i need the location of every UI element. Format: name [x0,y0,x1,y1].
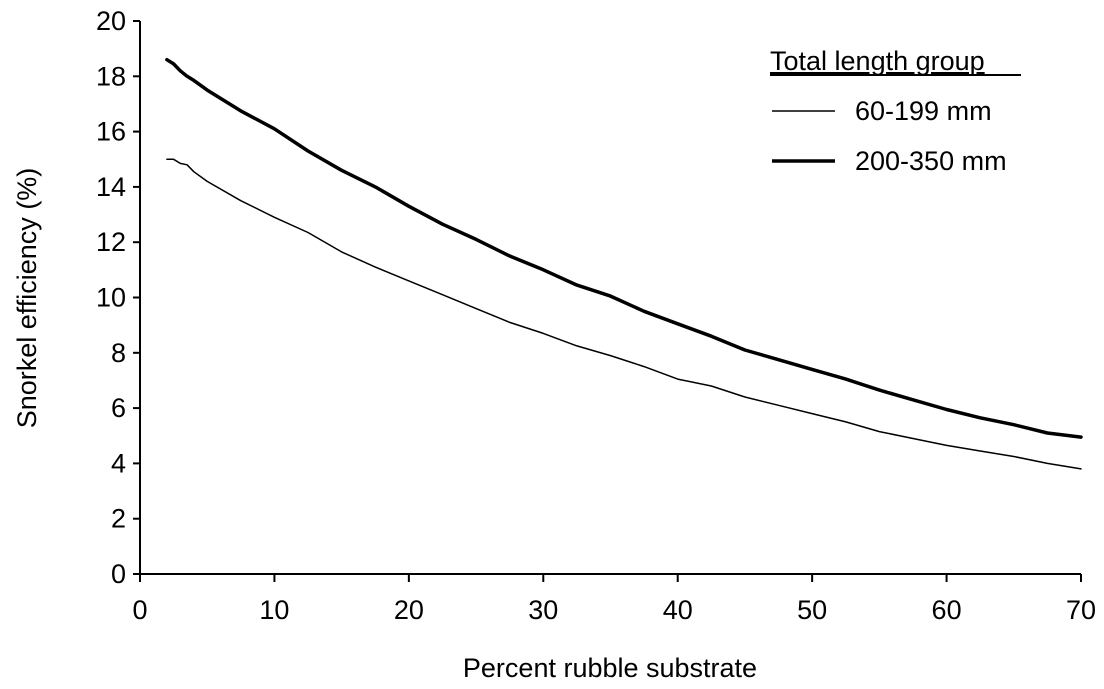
x-tick-label: 60 [932,595,962,625]
legend-title: Total length group [770,46,985,76]
x-tick-label: 50 [797,595,827,625]
y-tick-label: 0 [111,559,126,589]
x-tick-label: 40 [663,595,693,625]
x-tick-label: 20 [394,595,424,625]
y-tick-label: 2 [111,504,126,534]
y-tick-label: 16 [96,117,126,147]
x-tick-label: 10 [259,595,289,625]
y-tick-label: 8 [111,338,126,368]
y-tick-label: 18 [96,61,126,91]
axes: 0 2 4 6 8 10 12 14 16 18 20 0 10 20 30 40 50 60 70 [96,6,1096,625]
y-tick-label: 14 [96,172,126,202]
x-axis-title: Percent rubble substrate [463,653,757,683]
y-tick-label: 20 [96,6,126,36]
legend: Total length group 60-199 mm 200-350 mm [770,46,1021,176]
legend-entry-label: 60-199 mm [855,96,992,126]
series-line-60-199-mm [166,158,1082,470]
y-tick-label: 12 [96,227,126,257]
y-axis-title: Snorkel efficiency (%) [12,168,42,429]
x-tick-label: 0 [132,595,147,625]
legend-entry-label: 200-350 mm [855,146,1007,176]
y-tick-label: 6 [111,393,126,423]
x-tick-label: 70 [1066,595,1096,625]
y-tick-label: 4 [111,448,126,478]
series-lines [165,57,1083,470]
y-tick-label: 10 [96,283,126,313]
x-tick-label: 30 [528,595,558,625]
series-line-200-350-mm [165,57,1083,439]
